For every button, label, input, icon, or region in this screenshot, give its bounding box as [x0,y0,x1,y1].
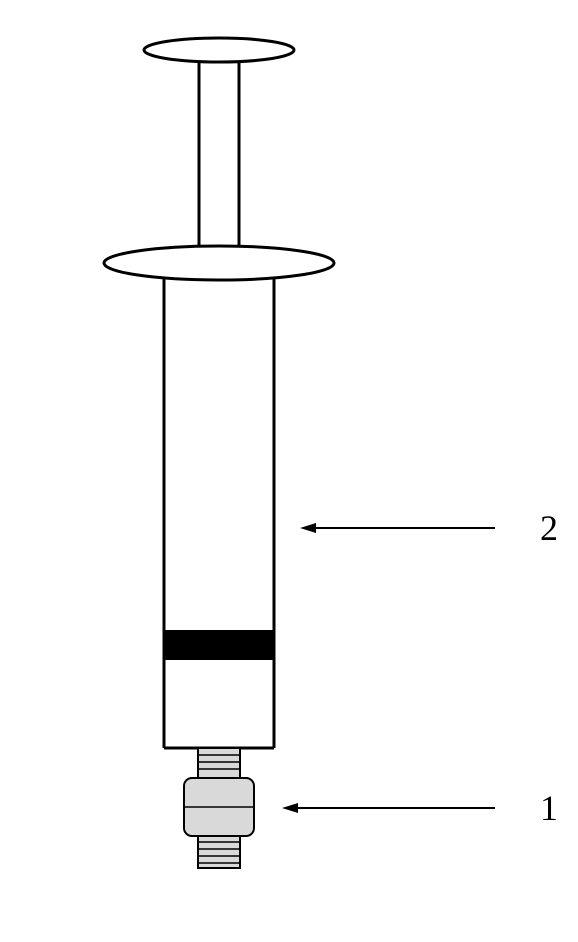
barrel-flange [104,246,334,280]
label-1-arrow-head [282,803,298,813]
label-2-arrow-head [300,523,316,533]
label-2-text: 2 [540,508,558,548]
plunger-cap [144,38,294,62]
syringe-diagram: 21 [0,0,578,942]
tip-neck [198,748,240,778]
plunger-gasket [164,630,274,660]
label-1-text: 1 [540,788,558,828]
